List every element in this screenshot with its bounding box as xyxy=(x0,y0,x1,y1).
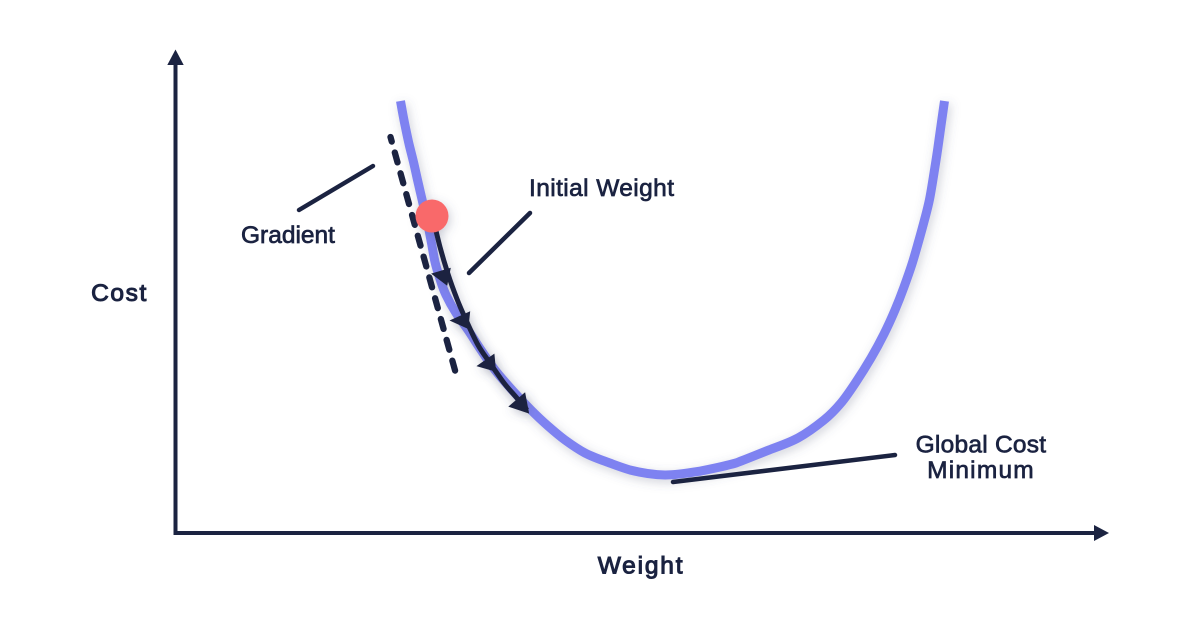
svg-text:Gradient: Gradient xyxy=(241,222,335,249)
svg-text:Cost: Cost xyxy=(91,280,148,307)
svg-text:Initial Weight: Initial Weight xyxy=(529,175,674,202)
svg-text:Weight: Weight xyxy=(598,553,685,580)
svg-text:Minimum: Minimum xyxy=(927,457,1035,484)
svg-text:Global Cost: Global Cost xyxy=(916,432,1047,459)
